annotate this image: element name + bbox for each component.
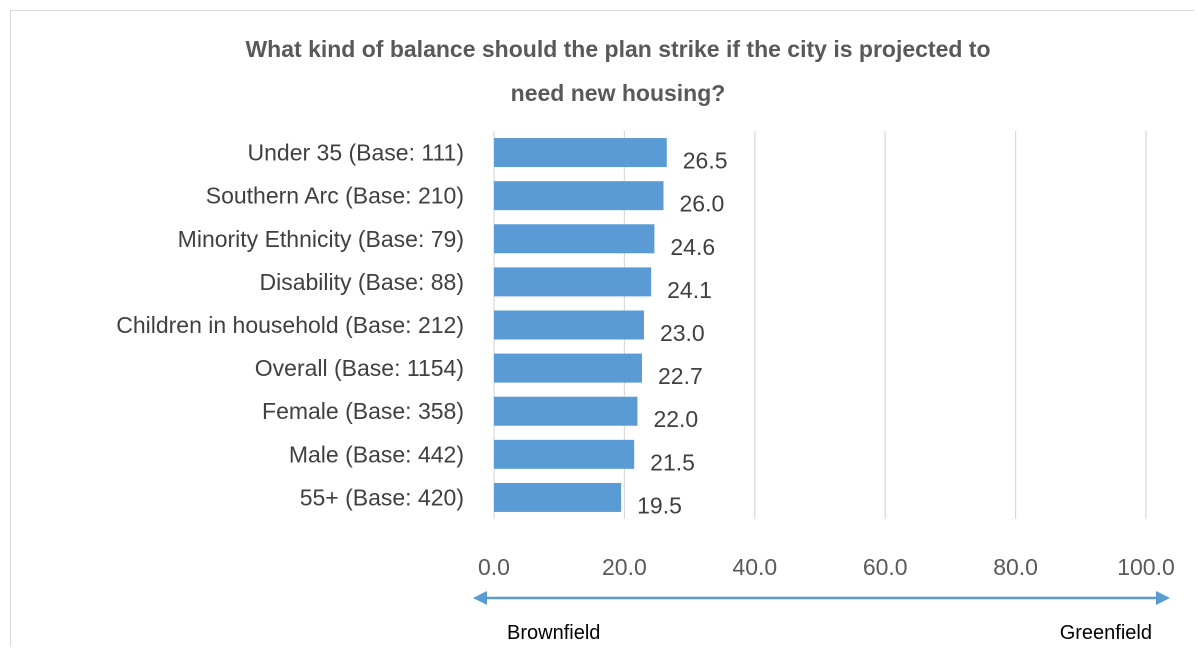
arrow-head-left (473, 591, 487, 605)
chart-title: What kind of balance should the plan str… (245, 36, 990, 106)
bars (494, 138, 667, 512)
value-labels: 26.5 26.0 24.6 24.1 23.0 22.7 22.0 21.5 19.5 (637, 148, 727, 519)
value-label: 23.0 (660, 320, 705, 346)
value-label: 26.5 (683, 148, 728, 174)
category-label: Children in household (Base: 212) (116, 312, 464, 338)
bar (494, 181, 664, 211)
value-label: 22.0 (653, 406, 698, 432)
chart-title-line-1: What kind of balance should the plan str… (245, 36, 990, 62)
category-label: Female (Base: 358) (262, 398, 464, 424)
value-label: 19.5 (637, 492, 682, 518)
bar (494, 267, 652, 297)
bar (494, 439, 635, 469)
value-label: 26.0 (680, 191, 725, 217)
x-tick-label: 60.0 (863, 554, 908, 580)
category-labels: Under 35 (Base: 111) Southern Arc (Base: … (116, 140, 464, 511)
x-tick-label: 40.0 (732, 554, 777, 580)
x-tick-label: 20.0 (602, 554, 647, 580)
category-label: Southern Arc (Base: 210) (206, 183, 464, 209)
x-tick-label: 0.0 (478, 554, 510, 580)
category-label: Minority Ethnicity (Base: 79) (178, 226, 464, 252)
value-label: 24.1 (667, 277, 712, 303)
bar (494, 310, 644, 340)
value-label: 21.5 (650, 449, 695, 475)
scale-label-left: Brownfield (507, 622, 600, 644)
arrow-head-right (1156, 591, 1170, 605)
chart-title-line-2: need new housing? (511, 80, 726, 106)
x-tick-label: 80.0 (993, 554, 1038, 580)
chart-frame (10, 10, 1194, 646)
x-tick-label: 100.0 (1117, 554, 1175, 580)
scale-label-right: Greenfield (1060, 622, 1152, 644)
category-label: Disability (Base: 88) (259, 269, 464, 295)
bar (494, 224, 655, 254)
bar (494, 396, 638, 426)
value-label: 24.6 (670, 234, 715, 260)
bar (494, 482, 622, 512)
category-label: Male (Base: 442) (289, 441, 464, 467)
x-axis-tick-labels: 0.0 20.0 40.0 60.0 80.0 100.0 (478, 554, 1175, 580)
category-label: Overall (Base: 1154) (255, 355, 464, 381)
bar (494, 353, 643, 383)
value-label: 22.7 (658, 363, 703, 389)
category-label: 55+ (Base: 420) (300, 484, 464, 510)
bar (494, 138, 667, 168)
category-label: Under 35 (Base: 111) (248, 140, 465, 166)
brownfield-greenfield-arrow (473, 591, 1170, 605)
